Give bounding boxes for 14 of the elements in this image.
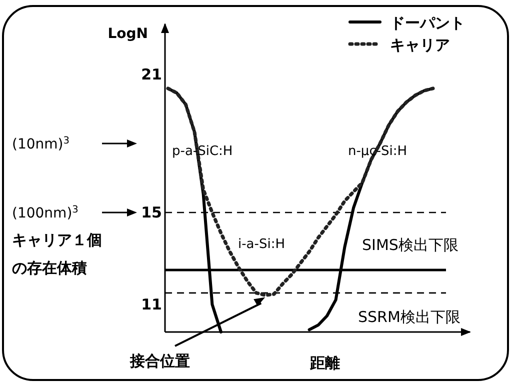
text: キャリア１個の存在体積	[12, 230, 103, 280]
x-axis-title: 距離	[309, 354, 340, 372]
text: 接合位置	[129, 352, 190, 370]
y-tick-label: 21	[141, 66, 162, 84]
legend-label: ドーパント	[390, 14, 465, 32]
text: (10nm)$^{3}$	[12, 135, 70, 153]
y-tick-label: 15	[141, 203, 162, 222]
annotation: i-a-Si:H	[238, 237, 285, 252]
text: (100nm)$^{3}$	[12, 204, 78, 222]
ref-line-label: SIMS検出下限	[362, 236, 458, 254]
y-tick-label: 11	[141, 295, 162, 314]
y-axis-title: LogN	[108, 26, 148, 42]
legend-label: キャリア	[390, 36, 450, 54]
ref-line-label: SSRM検出下限	[358, 308, 460, 326]
